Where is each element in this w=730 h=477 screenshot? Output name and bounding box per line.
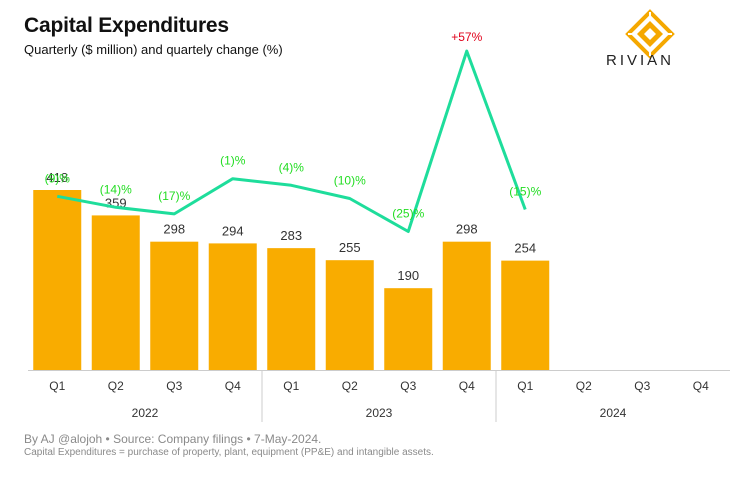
x-tick-label: Q3	[166, 379, 182, 393]
x-tick-label: Q4	[693, 379, 709, 393]
change-label: (4)%	[279, 160, 305, 174]
change-label: (14)%	[100, 182, 132, 196]
change-label: (1)%	[220, 154, 246, 168]
x-tick-label: Q2	[108, 379, 124, 393]
x-tick-label: Q1	[283, 379, 299, 393]
x-tick-label: Q4	[459, 379, 475, 393]
change-line	[56, 49, 527, 233]
x-tick-label: Q2	[342, 379, 358, 393]
year-group-label: 2023	[366, 406, 393, 420]
x-tick-label: Q2	[576, 379, 592, 393]
bar	[150, 241, 199, 370]
bar	[442, 241, 491, 370]
brand-name: RIVIAN	[606, 52, 675, 69]
bar-value-label: 294	[222, 223, 244, 238]
chart-subtitle: Quarterly ($ million) and quartely chang…	[24, 42, 283, 57]
bar	[91, 215, 140, 370]
definition-note: Capital Expenditures = purchase of prope…	[24, 447, 434, 458]
bar	[208, 243, 257, 370]
change-label: (17)%	[158, 189, 190, 203]
bar-value-label: 254	[514, 241, 536, 256]
bar	[33, 190, 82, 370]
x-tick-label: Q1	[517, 379, 533, 393]
change-label: +57%	[451, 30, 482, 44]
bar-value-label: 255	[339, 240, 361, 255]
x-tick-label: Q1	[49, 379, 65, 393]
x-tick-label: Q4	[225, 379, 241, 393]
bar	[267, 248, 316, 370]
x-tick-label: Q3	[634, 379, 650, 393]
x-tick-label: Q3	[400, 379, 416, 393]
bar-value-label: 190	[397, 268, 419, 283]
bar	[384, 288, 433, 370]
bar	[325, 260, 374, 370]
change-label: (25)%	[392, 207, 424, 221]
source-footer: By AJ @alojoh • Source: Company filings …	[24, 432, 322, 446]
year-group-label: 2024	[600, 406, 627, 420]
rivian-compass-icon	[625, 9, 675, 59]
bar-value-label: 283	[280, 228, 302, 243]
change-label: (15)%	[509, 185, 541, 199]
bar-value-label: 298	[456, 222, 478, 237]
year-group-label: 2022	[132, 406, 159, 420]
change-label: (10)%	[334, 174, 366, 188]
bar-value-label: 418	[46, 170, 68, 185]
bar-value-label: 298	[163, 222, 185, 237]
chart-title: Capital Expenditures	[24, 14, 229, 37]
bar	[501, 260, 550, 370]
change-label: (9)%	[45, 171, 71, 185]
